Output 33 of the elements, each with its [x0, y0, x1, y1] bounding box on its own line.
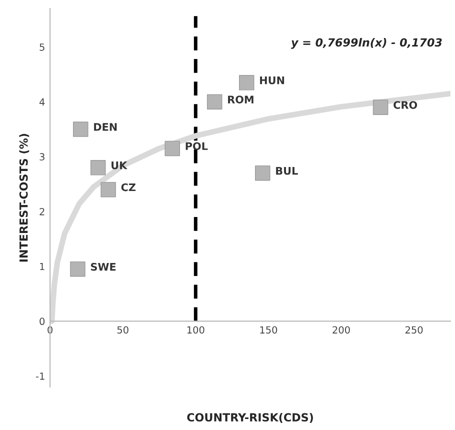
y-tick-label: 4 — [39, 98, 45, 106]
annotation: BUL — [276, 167, 298, 175]
y-axis-title: INTEREST-COSTS (%) — [19, 134, 30, 262]
y-tick-label: 3 — [40, 153, 44, 160]
annotation: POL — [186, 142, 208, 150]
x-tick-label: 100 — [187, 326, 204, 334]
annotation: HUN — [260, 76, 284, 84]
y-tick-label: 5 — [40, 44, 44, 51]
x-tick-label: 50 — [117, 326, 128, 334]
annotation: CZ — [121, 183, 136, 192]
point — [254, 165, 270, 181]
y-tick-label: 1 — [40, 262, 44, 270]
annotation: UK — [112, 162, 128, 170]
y-tick-label: 2 — [40, 208, 44, 216]
y-tick-label: -1 — [36, 372, 44, 380]
annotation: CRO — [394, 101, 418, 109]
y-tick-label: 0 — [40, 318, 45, 326]
point — [238, 75, 254, 90]
point — [206, 94, 222, 110]
annotation: DEN — [94, 123, 117, 131]
point — [70, 261, 86, 277]
x-tick-label: 200 — [332, 326, 350, 334]
x-axis-title: COUNTRY-RISK(CDS) — [187, 412, 313, 423]
annotation: SWE — [90, 262, 116, 271]
x-tick-label: 250 — [405, 326, 423, 334]
annotation: y = 0,7699ln(x) - 0,1703 — [291, 38, 442, 49]
point — [164, 140, 180, 156]
point — [90, 160, 106, 176]
point — [100, 182, 116, 198]
point — [372, 100, 388, 115]
x-tick-label: 150 — [260, 326, 278, 334]
point — [72, 122, 88, 137]
annotation: ROM — [228, 96, 254, 104]
